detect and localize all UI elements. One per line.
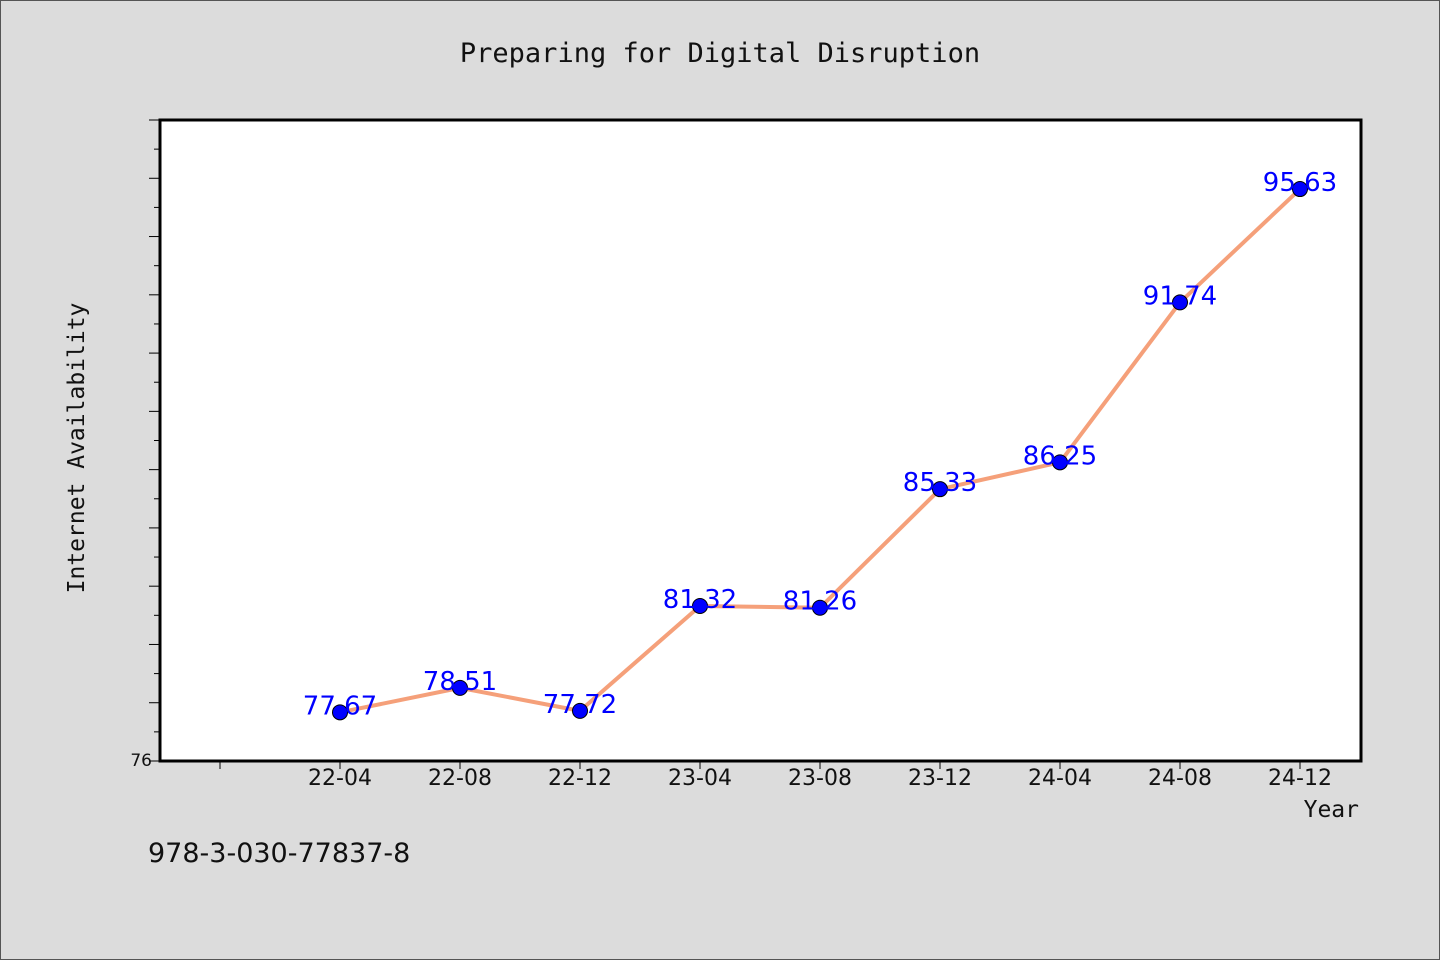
- data-labels: 77.67 78.51 77.72 81.32 81.26 85.33 86.25 91.74…: [303, 168, 1337, 721]
- plot-area: [158, 118, 1363, 763]
- x-tick-label: 24-12: [1268, 766, 1332, 791]
- data-point: [452, 679, 468, 696]
- x-tick-label: 24-04: [1028, 766, 1092, 791]
- chart-title: Preparing for Digital Disruption: [460, 38, 980, 69]
- x-tick-label: 23-12: [908, 766, 972, 791]
- x-tick-label: 22-08: [428, 766, 492, 791]
- data-point: [932, 481, 948, 498]
- data-point: [1172, 294, 1188, 311]
- data-point: [332, 704, 348, 721]
- x-axis-ticks: 22-04 22-08 22-12 23-04 23-08 23-12 24-04 24-08…: [219, 761, 1332, 791]
- x-tick-label: 23-04: [668, 766, 732, 791]
- y-axis-label: Internet Availability: [64, 303, 90, 594]
- data-point: [692, 597, 708, 614]
- data-label: 77.67: [303, 691, 377, 721]
- data-markers: [332, 181, 1308, 721]
- data-point: [1052, 454, 1068, 471]
- y-tick-label-min: 76: [130, 751, 152, 771]
- data-label: 78.51: [423, 667, 497, 697]
- data-label: 91.74: [1143, 281, 1217, 311]
- data-label: 81.32: [663, 585, 737, 615]
- data-label: 95.63: [1263, 168, 1337, 198]
- x-tick-label: 22-04: [308, 766, 372, 791]
- data-point: [812, 599, 828, 616]
- x-axis-label: Year: [1304, 797, 1359, 823]
- data-label: 77.72: [543, 690, 617, 720]
- x-tick-label: 24-08: [1148, 766, 1212, 791]
- isbn-footer: 978-3-030-77837-8: [148, 838, 410, 869]
- y-axis-ticks: [149, 119, 160, 762]
- x-tick-label: 23-08: [788, 766, 852, 791]
- data-label: 85.33: [903, 468, 977, 498]
- data-point: [1292, 181, 1308, 198]
- data-point: [572, 702, 588, 719]
- x-tick-label: 22-12: [548, 766, 612, 791]
- data-label: 86.25: [1023, 441, 1097, 471]
- data-label: 81.26: [783, 587, 857, 617]
